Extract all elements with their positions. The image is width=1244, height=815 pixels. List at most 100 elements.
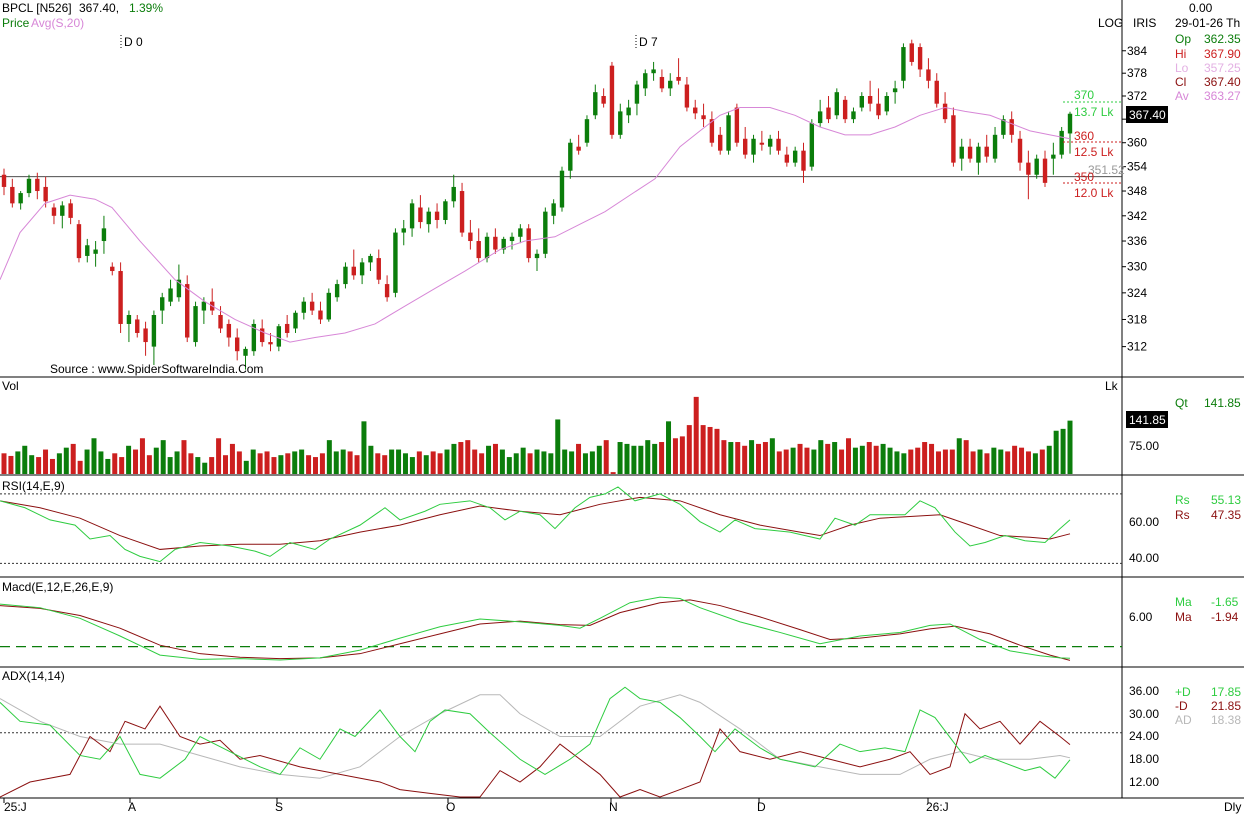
candle-body bbox=[718, 134, 723, 151]
candle-body bbox=[509, 236, 515, 242]
lk-137-label: 13.7 Lk bbox=[1074, 105, 1114, 119]
candle-body bbox=[593, 92, 598, 116]
vol-tag: 141.85 bbox=[1129, 413, 1166, 427]
volume-bar bbox=[672, 438, 678, 474]
candle-body bbox=[35, 178, 40, 192]
candle-body bbox=[368, 255, 373, 263]
volume-bar bbox=[160, 440, 166, 474]
candle-body bbox=[576, 146, 581, 151]
candle-body bbox=[451, 186, 456, 202]
volume-bar bbox=[576, 443, 582, 474]
volume-bar bbox=[866, 442, 872, 474]
volume-bar bbox=[963, 440, 969, 474]
volume-bar bbox=[596, 445, 602, 474]
volume-bar bbox=[1067, 420, 1073, 474]
volume-bar bbox=[181, 440, 187, 474]
volume-bar bbox=[790, 447, 796, 474]
volume-bar bbox=[929, 443, 935, 474]
candle-body bbox=[734, 107, 740, 143]
volume-bar bbox=[56, 453, 62, 474]
volume-bar bbox=[223, 455, 229, 474]
volume-bar bbox=[610, 472, 616, 474]
volume-bar bbox=[977, 449, 983, 474]
volume-bar bbox=[84, 449, 90, 474]
candle-body bbox=[518, 228, 523, 237]
y-axis-ticks: 384378372366360354348342336330324318312 bbox=[1122, 44, 1147, 354]
pd-label: +D bbox=[1175, 685, 1191, 699]
volume-bar bbox=[832, 442, 838, 474]
volume-bar bbox=[1053, 430, 1059, 474]
candle-body bbox=[234, 337, 240, 352]
volume-bar bbox=[873, 445, 879, 474]
av-label: Av bbox=[1175, 89, 1189, 103]
volume-bar bbox=[1, 453, 7, 474]
candle-body bbox=[318, 310, 323, 320]
volume-bar bbox=[389, 449, 395, 474]
adx-minus-d-line bbox=[0, 705, 1071, 798]
volume-bar bbox=[257, 453, 263, 474]
volume-bar bbox=[458, 442, 464, 474]
dly-label: Dly bbox=[1224, 800, 1241, 814]
ma1-label: Ma bbox=[1175, 595, 1192, 609]
volume-bar bbox=[216, 438, 222, 474]
volume-bar bbox=[728, 442, 734, 474]
volume-bar bbox=[112, 453, 118, 474]
volume-bar bbox=[845, 438, 851, 474]
volume-bar bbox=[998, 449, 1004, 474]
candle-body bbox=[401, 228, 406, 233]
volume-bar bbox=[894, 451, 900, 474]
volume-bar bbox=[776, 451, 782, 474]
candle-body bbox=[976, 146, 981, 163]
volume-bar bbox=[700, 425, 706, 474]
volume-bar bbox=[970, 451, 976, 474]
volume-bar bbox=[749, 440, 755, 474]
volume-bar bbox=[548, 453, 554, 474]
volume-bar bbox=[582, 453, 588, 474]
level-360-label: 360 bbox=[1074, 129, 1094, 143]
lo-label: Lo bbox=[1175, 61, 1189, 75]
candle-body bbox=[376, 258, 381, 280]
candle-body bbox=[917, 47, 923, 70]
volume-bar bbox=[991, 447, 997, 474]
volume-bar bbox=[735, 442, 741, 474]
candle-body bbox=[226, 323, 232, 338]
adx-tick-12: 12.00 bbox=[1129, 775, 1159, 789]
candle-body bbox=[193, 306, 198, 343]
volume-bar bbox=[49, 458, 55, 474]
volume-bar bbox=[29, 455, 35, 474]
candle-body bbox=[51, 207, 57, 216]
candle-body bbox=[626, 107, 631, 116]
candle-body bbox=[826, 107, 831, 120]
volume-bar bbox=[354, 455, 360, 474]
volume-bar bbox=[956, 438, 962, 474]
candle-body bbox=[801, 150, 806, 171]
candle-body bbox=[93, 249, 98, 254]
volume-bar bbox=[271, 457, 277, 474]
rs2-value: 47.35 bbox=[1211, 508, 1241, 522]
rs2-label: Rs bbox=[1175, 508, 1190, 522]
volume-bar bbox=[250, 449, 256, 474]
volume-bar bbox=[465, 440, 471, 474]
candle-body bbox=[1017, 138, 1023, 163]
adx-tick-18: 18.00 bbox=[1129, 752, 1159, 766]
y-tick-label: 378 bbox=[1127, 66, 1147, 80]
source-label: Source : www.SpiderSoftwareIndia.Com bbox=[50, 362, 263, 376]
volume-bar bbox=[908, 449, 914, 474]
candle-body bbox=[668, 80, 673, 89]
candle-body bbox=[459, 191, 465, 233]
volume-bar bbox=[783, 449, 789, 474]
x-month-label: S bbox=[275, 800, 283, 814]
candle-body bbox=[659, 76, 665, 89]
volume-bar bbox=[361, 421, 367, 474]
volume-bar bbox=[375, 453, 381, 474]
md-value: 21.85 bbox=[1211, 699, 1241, 713]
candle-body bbox=[543, 211, 548, 254]
volume-bar bbox=[340, 449, 346, 474]
macd-lines bbox=[0, 596, 1122, 661]
volume-bar bbox=[499, 449, 505, 474]
candle-body bbox=[284, 323, 290, 333]
avg-label: Avg(S,20) bbox=[31, 16, 84, 30]
volume-bar bbox=[306, 455, 312, 474]
candle-body bbox=[834, 92, 840, 116]
candle-body bbox=[151, 315, 157, 347]
